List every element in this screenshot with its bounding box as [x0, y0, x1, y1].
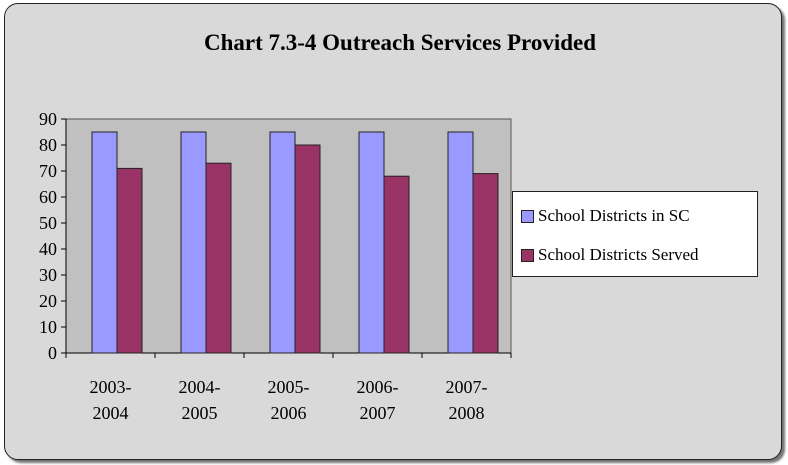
legend-swatch-sc	[521, 210, 534, 223]
y-tick-label-20: 20	[39, 291, 57, 311]
bar-districts-in-sc-0	[92, 132, 117, 353]
y-tick-label-90: 90	[39, 109, 57, 129]
y-tick-label-80: 80	[39, 135, 57, 155]
bar-districts-in-sc-4	[448, 132, 473, 353]
y-tick-label-60: 60	[39, 187, 57, 207]
bar-districts-served-1	[206, 163, 231, 353]
bar-districts-served-0	[117, 168, 142, 353]
x-tick-label-0-1: 2004	[93, 403, 129, 423]
bar-districts-in-sc-1	[181, 132, 206, 353]
x-tick-label-4-0: 2007-	[446, 377, 488, 397]
y-tick-label-30: 30	[39, 265, 57, 285]
legend-label-served: School Districts Served	[538, 245, 699, 265]
legend-swatch-served	[521, 249, 534, 262]
x-tick-label-2-0: 2005-	[268, 377, 310, 397]
bar-districts-served-4	[473, 174, 498, 353]
y-tick-label-0: 0	[48, 343, 57, 363]
x-tick-label-1-0: 2004-	[179, 377, 221, 397]
y-tick-label-10: 10	[39, 317, 57, 337]
bar-districts-in-sc-3	[359, 132, 384, 353]
y-tick-label-50: 50	[39, 213, 57, 233]
y-tick-label-40: 40	[39, 239, 57, 259]
x-tick-label-2-1: 2006	[271, 403, 307, 423]
x-tick-label-3-0: 2006-	[357, 377, 399, 397]
x-tick-label-1-1: 2005	[182, 403, 218, 423]
bar-districts-served-2	[295, 145, 320, 353]
legend-item-served: School Districts Served	[521, 245, 699, 265]
legend-item-sc: School Districts in SC	[521, 206, 690, 226]
x-tick-label-4-1: 2008	[449, 403, 485, 423]
bar-districts-in-sc-2	[270, 132, 295, 353]
legend: School Districts in SC School Districts …	[512, 191, 758, 277]
x-tick-label-3-1: 2007	[360, 403, 396, 423]
bar-districts-served-3	[384, 176, 409, 353]
legend-label-sc: School Districts in SC	[538, 206, 690, 226]
x-tick-label-0-0: 2003-	[90, 377, 132, 397]
y-tick-label-70: 70	[39, 161, 57, 181]
